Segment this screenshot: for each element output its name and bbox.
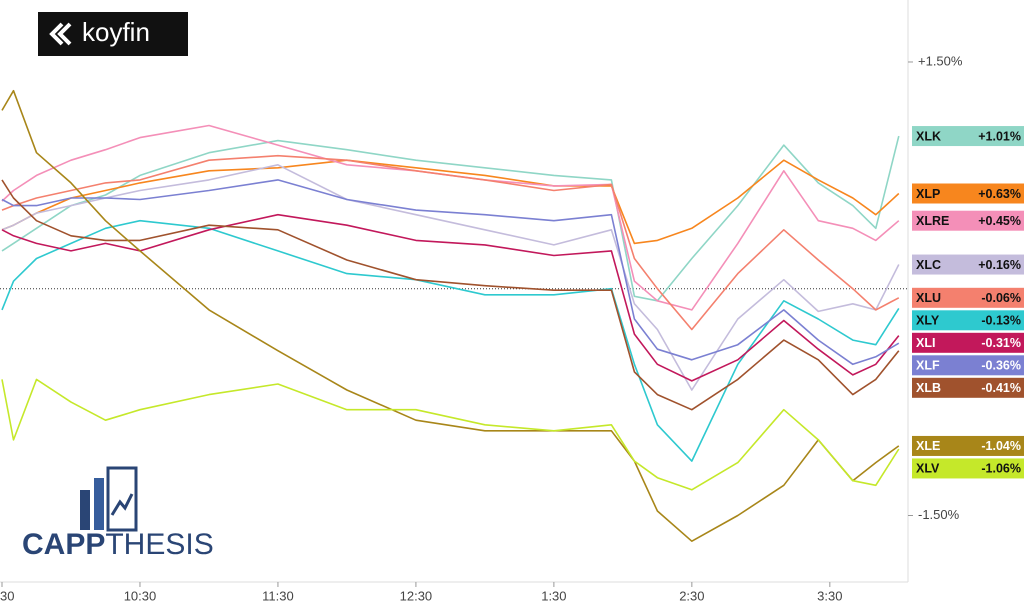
series-end-label: XLK +1.01%: [912, 126, 1024, 147]
end-value-label: +1.01%: [978, 129, 1021, 143]
series-line: [1, 179, 900, 411]
legend-entry: XLP: [916, 187, 940, 201]
series-end-label: XLC +0.16%: [912, 254, 1024, 275]
watermark: CAPPTHESIS: [22, 466, 214, 561]
legend-entry: XLE: [916, 439, 940, 453]
watermark-icon: [80, 490, 90, 530]
end-value-label: +0.16%: [978, 258, 1021, 272]
series-end-label: XLF -0.36%: [912, 355, 1024, 376]
watermark-icon: [106, 466, 138, 532]
end-value-label: +0.63%: [978, 187, 1021, 201]
series-end-label: XLB -0.41%: [912, 377, 1024, 398]
watermark-text-light: THESIS: [105, 528, 213, 561]
x-tick-label: 12:30: [400, 588, 433, 603]
legend-entry: XLK: [916, 129, 941, 143]
legend-entry: XLB: [916, 381, 941, 395]
series-end-label: XLY -0.13%: [912, 310, 1024, 331]
series-end-label: XLV -1.06%: [912, 458, 1024, 479]
end-value-label: +0.45%: [978, 214, 1021, 228]
series-end-label: XLE -1.04%: [912, 435, 1024, 456]
end-value-label: -1.06%: [981, 462, 1021, 476]
end-label-box: [912, 183, 1024, 204]
end-label-box: [912, 254, 1024, 275]
watermark-text: CAPPTHESIS: [22, 528, 214, 561]
legend-entry: XLRE: [916, 214, 949, 228]
end-label-box: [912, 355, 1024, 376]
series-end-label: XLP +0.63%: [912, 183, 1024, 204]
series-line: [1, 378, 900, 491]
koyfin-logo: koyfin: [38, 12, 188, 56]
end-value-label: -0.13%: [981, 314, 1021, 328]
end-label-box: [912, 377, 1024, 398]
y-tick-label: +1.50%: [918, 53, 963, 68]
x-tick-label: 1:30: [541, 588, 566, 603]
series-line: [1, 124, 900, 311]
series-end-label: XLU -0.06%: [912, 287, 1024, 308]
series-line: [1, 159, 900, 245]
end-label-box: [912, 332, 1024, 353]
series-end-label: XLRE +0.45%: [912, 210, 1024, 231]
end-value-label: -1.04%: [981, 439, 1021, 453]
legend-entry: XLV: [916, 462, 940, 476]
legend-entry: XLF: [916, 359, 940, 373]
series-line: [1, 135, 900, 302]
series-line: [1, 219, 900, 462]
end-label-box: [912, 126, 1024, 147]
series-line: [1, 154, 900, 331]
end-label-box: [912, 210, 1024, 231]
x-tick-label: 3:30: [817, 588, 842, 603]
end-value-label: -0.36%: [981, 359, 1021, 373]
legend-entry: XLC: [916, 258, 941, 272]
legend-entry: XLI: [916, 336, 935, 350]
end-label-box: [912, 458, 1024, 479]
y-tick-label: -1.50%: [918, 507, 960, 522]
end-label-box: [912, 287, 1024, 308]
end-label-box: [912, 435, 1024, 456]
logo-text: koyfin: [82, 17, 150, 47]
series-line: [1, 179, 900, 366]
x-tick-label: 30: [0, 588, 14, 603]
end-value-label: -0.31%: [981, 336, 1021, 350]
logo-icon: [49, 22, 72, 46]
series-end-label: XLI -0.31%: [912, 332, 1024, 353]
end-label-box: [912, 310, 1024, 331]
series-line: [1, 213, 900, 382]
watermark-text-bold: CAPP: [22, 528, 105, 561]
legend-entry: XLY: [916, 314, 940, 328]
x-tick-label: 2:30: [679, 588, 704, 603]
x-tick-label: 10:30: [124, 588, 157, 603]
end-value-label: -0.41%: [981, 381, 1021, 395]
legend-entry: XLU: [916, 291, 941, 305]
series-line: [1, 89, 900, 542]
x-tick-label: 11:30: [262, 588, 294, 603]
logo-box: [38, 12, 188, 56]
watermark-icon: [110, 493, 134, 516]
end-value-label: -0.06%: [981, 291, 1021, 305]
watermark-icon: [94, 478, 104, 530]
